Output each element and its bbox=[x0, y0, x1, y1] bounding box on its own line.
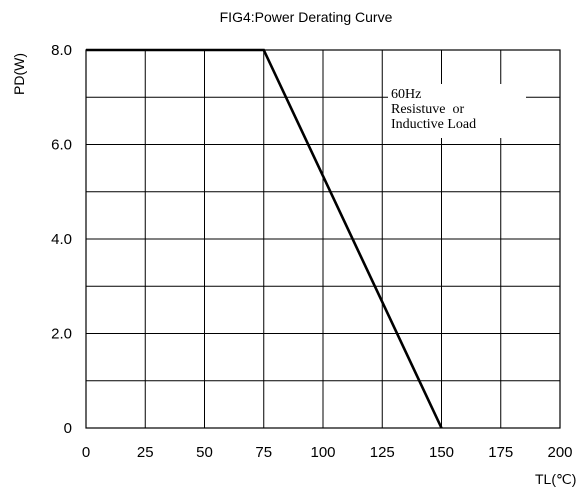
plot-frame bbox=[85, 49, 561, 429]
x-tick-label: 125 bbox=[370, 444, 395, 461]
x-tick-label: 0 bbox=[82, 444, 90, 461]
y-tick-label: 4.0 bbox=[51, 231, 72, 248]
annotation-line: 60Hz bbox=[391, 87, 421, 102]
series-group bbox=[86, 48, 443, 429]
annotation-line: Inductive Load bbox=[391, 117, 476, 132]
y-tick-label: 6.0 bbox=[51, 137, 72, 154]
annotation-line: Resistuve or bbox=[391, 102, 464, 117]
derating-curve bbox=[86, 48, 443, 429]
y-tick-labels: 0 2.0 4.0 6.0 8.0 bbox=[51, 42, 72, 437]
x-tick-label: 75 bbox=[255, 444, 272, 461]
chart-title: FIG4:Power Derating Curve bbox=[220, 9, 393, 25]
annotation-background bbox=[388, 84, 526, 138]
y-tick-label: 2.0 bbox=[51, 326, 72, 343]
y-tick-label: 0 bbox=[64, 420, 72, 437]
y-tick-label: 8.0 bbox=[51, 42, 72, 59]
x-axis-label: TL(℃) bbox=[535, 471, 576, 487]
x-tick-label: 150 bbox=[429, 444, 454, 461]
x-tick-label: 100 bbox=[310, 444, 335, 461]
x-tick-label: 200 bbox=[547, 444, 572, 461]
x-tick-label: 25 bbox=[137, 444, 154, 461]
x-tick-label: 175 bbox=[488, 444, 513, 461]
grid bbox=[85, 49, 561, 429]
x-tick-label: 50 bbox=[196, 444, 213, 461]
y-axis-label: PD(W) bbox=[11, 53, 27, 95]
x-tick-labels: 0 25 50 75 100 125 150 175 200 bbox=[82, 444, 573, 461]
